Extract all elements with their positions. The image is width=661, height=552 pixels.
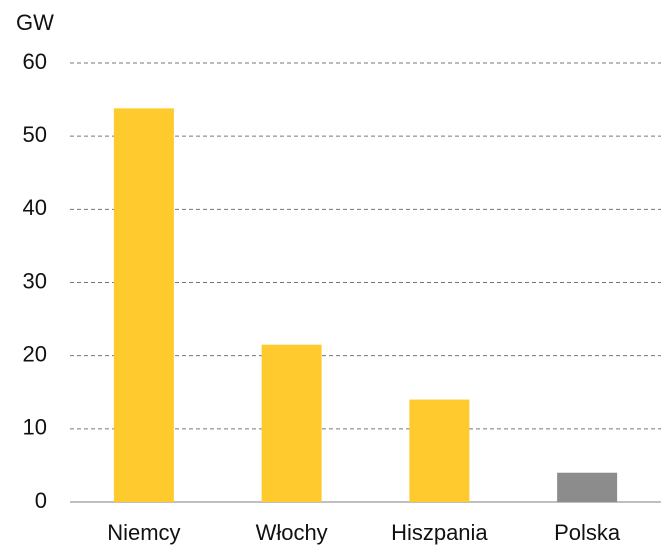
bar (557, 472, 618, 502)
y-axis-label: GW (16, 10, 54, 35)
x-tick-label: Niemcy (107, 520, 180, 545)
bar (409, 399, 470, 502)
y-tick-label: 10 (23, 415, 47, 440)
bar (261, 344, 322, 502)
y-tick-label: 60 (23, 49, 47, 74)
x-tick-label: Polska (554, 520, 621, 545)
bar (113, 108, 174, 502)
x-tick-label: Hiszpania (391, 520, 488, 545)
y-tick-label: 20 (23, 341, 47, 366)
y-tick-label: 30 (23, 268, 47, 293)
y-tick-label: 50 (23, 122, 47, 147)
y-tick-label: 0 (35, 488, 47, 513)
x-tick-label: Włochy (256, 520, 328, 545)
y-tick-label: 40 (23, 195, 47, 220)
